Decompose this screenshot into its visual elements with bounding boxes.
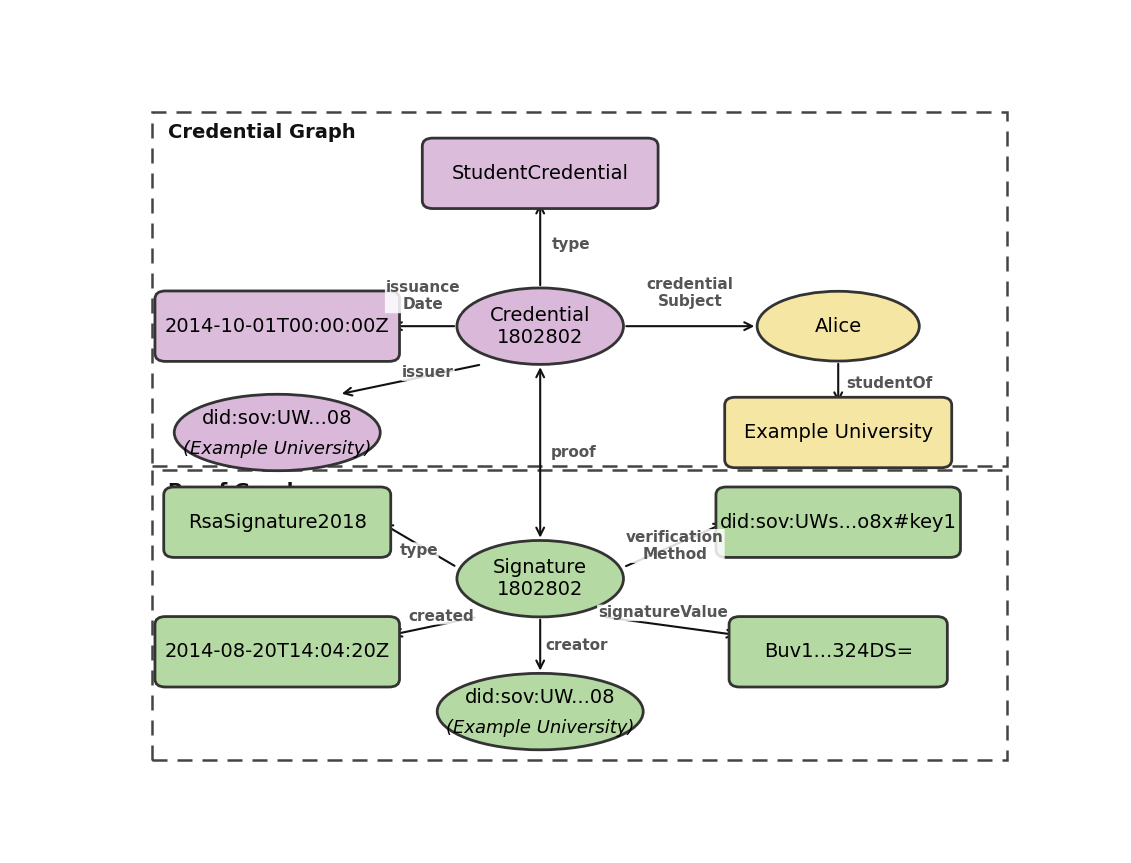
FancyBboxPatch shape: [155, 616, 399, 687]
Text: signatureValue: signatureValue: [598, 605, 727, 620]
Text: studentOf: studentOf: [846, 375, 932, 391]
Text: RsaSignature2018: RsaSignature2018: [188, 513, 366, 532]
Text: Example University: Example University: [744, 423, 933, 442]
Text: 2014-08-20T14:04:20Z: 2014-08-20T14:04:20Z: [165, 642, 390, 661]
Ellipse shape: [757, 292, 920, 361]
Ellipse shape: [438, 673, 644, 750]
Text: issuance
Date: issuance Date: [386, 280, 460, 312]
Text: did:sov:UW...08: did:sov:UW...08: [202, 409, 353, 428]
Text: (Example University): (Example University): [183, 440, 371, 458]
Text: verification
Method: verification Method: [627, 530, 724, 562]
FancyBboxPatch shape: [716, 487, 960, 557]
Text: Credential Graph: Credential Graph: [167, 123, 355, 142]
Text: 2014-10-01T00:00:00Z: 2014-10-01T00:00:00Z: [165, 317, 389, 336]
Text: Proof Graph: Proof Graph: [167, 482, 301, 501]
Text: creator: creator: [546, 638, 608, 652]
Ellipse shape: [457, 540, 623, 617]
Text: credential
Subject: credential Subject: [647, 277, 734, 309]
FancyBboxPatch shape: [725, 397, 951, 468]
Text: type: type: [399, 543, 438, 558]
FancyBboxPatch shape: [422, 138, 658, 209]
Ellipse shape: [457, 288, 623, 364]
FancyBboxPatch shape: [164, 487, 390, 557]
Text: (Example University): (Example University): [446, 720, 634, 737]
Text: StudentCredential: StudentCredential: [451, 164, 629, 183]
FancyBboxPatch shape: [155, 291, 399, 362]
Text: did:sov:UW...08: did:sov:UW...08: [465, 689, 615, 708]
FancyBboxPatch shape: [729, 616, 948, 687]
Text: created: created: [408, 608, 475, 624]
Bar: [152, 470, 1008, 760]
Text: did:sov:UWs...o8x#key1: did:sov:UWs...o8x#key1: [719, 513, 957, 532]
Text: Credential
1802802: Credential 1802802: [490, 306, 590, 347]
Ellipse shape: [174, 394, 380, 470]
Text: Alice: Alice: [814, 317, 862, 336]
Text: Buv1...324DS=: Buv1...324DS=: [763, 642, 913, 661]
Bar: [152, 111, 1008, 466]
Text: type: type: [552, 236, 590, 252]
Text: proof: proof: [551, 445, 596, 460]
Text: Signature
1802802: Signature 1802802: [493, 558, 587, 599]
Text: issuer: issuer: [402, 365, 454, 381]
